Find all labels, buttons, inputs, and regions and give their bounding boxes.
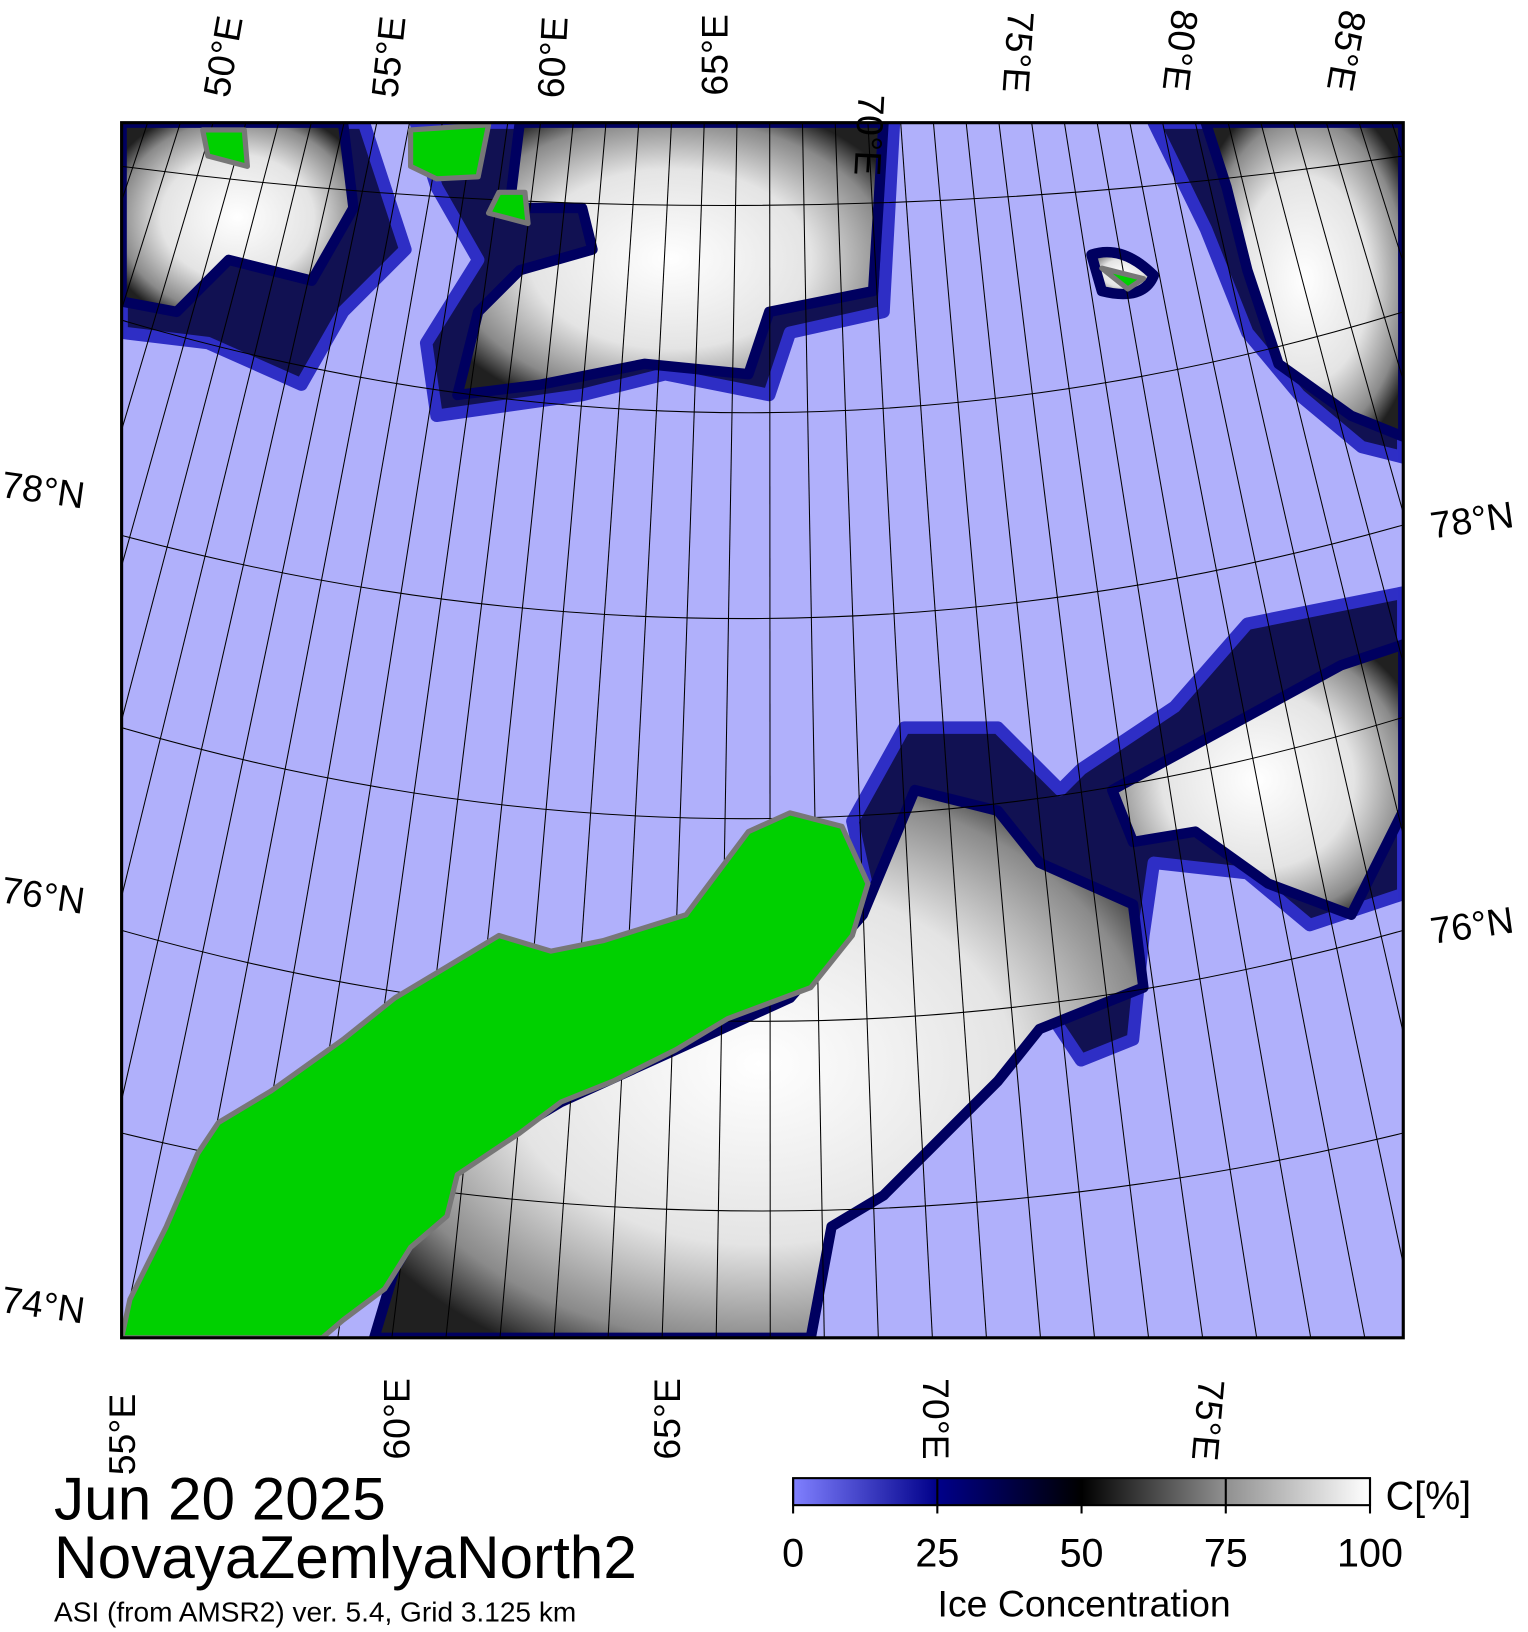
lon-label: 60°E: [529, 16, 575, 100]
meridian: [121, 122, 214, 432]
lat-label: 78°N: [0, 463, 88, 516]
map-area: [0, 122, 1528, 1338]
colorbar-tick-label: 100: [1337, 1531, 1403, 1575]
meridian: [1457, 123, 1528, 1338]
meridian: [1031, 122, 1204, 1338]
colorbar-tick-label: 0: [782, 1531, 804, 1575]
meridian: [834, 122, 879, 1338]
meridian: [900, 122, 987, 1338]
lon-label: 75°E: [1184, 1378, 1233, 1463]
meridian: [867, 122, 933, 1338]
lat-label: 74°N: [0, 1278, 88, 1331]
lon-label: 65°E: [694, 14, 736, 96]
meridian: [1523, 123, 1528, 1338]
meridian: [121, 122, 345, 1103]
colorbar-label: Ice Concentration: [938, 1582, 1231, 1624]
meridian: [121, 122, 378, 1338]
colorbar: C[%] Ice Concentration 0 25 50 75 100: [782, 1474, 1471, 1624]
meridian: [0, 123, 115, 1338]
lon-label: 60°E: [376, 1378, 418, 1460]
meridian: [801, 122, 825, 1338]
meridian: [121, 122, 312, 899]
lon-label: 70°E: [846, 93, 892, 177]
meridian: [607, 122, 673, 1338]
meridian: [1194, 122, 1404, 1036]
meridian: [1096, 122, 1312, 1338]
meridian: [0, 123, 82, 1338]
colorbar-tick-label: 75: [1204, 1531, 1248, 1575]
meridian: [1227, 122, 1404, 838]
meridian: [1260, 122, 1404, 666]
land: [121, 122, 1146, 1338]
meridian: [769, 122, 771, 1338]
lon-label: 50°E: [195, 13, 251, 101]
meridian: [998, 122, 1150, 1338]
region: NovayaZemlyaNorth2: [54, 1523, 637, 1591]
meridian: [0, 123, 49, 1338]
meridian: [715, 122, 738, 1338]
meridian: [1425, 123, 1528, 1338]
lat-label: 76°N: [1428, 899, 1517, 952]
top-labels: 50°E 55°E 60°E 65°E 70°E 75°E 80°E 85°E: [195, 7, 1374, 177]
lon-label: 80°E: [1155, 7, 1207, 93]
lon-label: 65°E: [646, 1378, 688, 1460]
colorbar-tick-label: 50: [1060, 1531, 1104, 1575]
colorbar-tick-label: 25: [915, 1531, 959, 1575]
meridian: [1063, 122, 1258, 1338]
colorbar-unit: C[%]: [1386, 1474, 1472, 1518]
date: Jun 20 2025: [54, 1465, 386, 1533]
meridian: [1325, 122, 1404, 383]
meridian: [1293, 122, 1404, 515]
source: ASI (from AMSR2) ver. 5.4, Grid 3.125 km: [54, 1597, 576, 1628]
meridian: [661, 122, 705, 1338]
meridian: [1129, 122, 1366, 1338]
map-frame: [120, 121, 1405, 1340]
lon-label: 55°E: [101, 1394, 143, 1476]
lon-label: 75°E: [995, 10, 1043, 94]
meridian: [121, 122, 280, 723]
lon-label: 55°E: [363, 14, 413, 99]
meridian: [1490, 123, 1528, 1338]
lat-label: 76°N: [0, 869, 88, 922]
lat-label: 78°N: [1428, 493, 1517, 546]
lon-label: 85°E: [1319, 7, 1375, 95]
meridian: [553, 122, 640, 1338]
meridian: [932, 122, 1042, 1338]
meridian: [1391, 122, 1404, 159]
meridian: [965, 122, 1096, 1338]
meridian: [0, 123, 17, 1338]
lon-label: 70°E: [915, 1378, 957, 1460]
meridian: [121, 122, 247, 568]
meridian: [1162, 122, 1404, 1267]
